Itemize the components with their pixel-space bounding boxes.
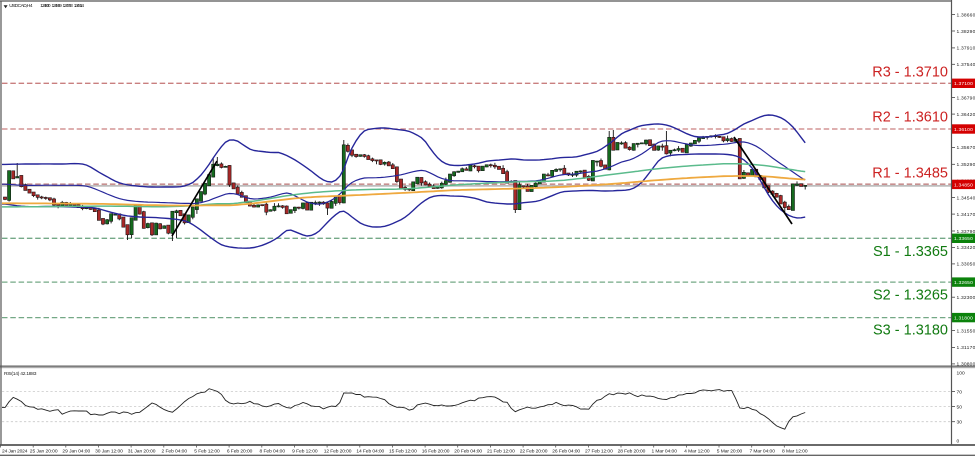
svg-text:4 Mar 12:00: 4 Mar 12:00 xyxy=(684,448,710,454)
svg-text:8 Mar 12:00: 8 Mar 12:00 xyxy=(782,448,808,454)
svg-text:7 Mar 04:00: 7 Mar 04:00 xyxy=(749,448,775,454)
svg-text:21 Feb 12:00: 21 Feb 12:00 xyxy=(487,448,515,454)
svg-text:1 Mar 04:00: 1 Mar 04:00 xyxy=(651,448,677,454)
svg-text:0: 0 xyxy=(957,438,960,444)
svg-text:S1 - 1.3365: S1 - 1.3365 xyxy=(873,244,948,260)
svg-text:1.38660: 1.38660 xyxy=(957,12,975,18)
svg-text:27 Feb 12:00: 27 Feb 12:00 xyxy=(585,448,613,454)
svg-text:1.32650: 1.32650 xyxy=(954,280,973,286)
svg-text:R3 - 1.3710: R3 - 1.3710 xyxy=(872,65,948,81)
svg-text:1.34170: 1.34170 xyxy=(957,212,975,218)
svg-text:R1 - 1.3485: R1 - 1.3485 xyxy=(872,166,948,182)
svg-text:S3 - 1.3180: S3 - 1.3180 xyxy=(873,323,948,339)
svg-text:50: 50 xyxy=(957,404,963,410)
svg-text:5 Mar 20:00: 5 Mar 20:00 xyxy=(717,448,743,454)
svg-text:31 Jan 20:00: 31 Jan 20:00 xyxy=(128,448,156,454)
svg-text:1.36100: 1.36100 xyxy=(954,127,973,133)
svg-text:1.33650: 1.33650 xyxy=(954,236,973,242)
svg-text:1.35670: 1.35670 xyxy=(957,145,975,151)
svg-text:1.31170: 1.31170 xyxy=(957,345,975,351)
svg-text:22 Feb 20:00: 22 Feb 20:00 xyxy=(520,448,548,454)
svg-text:70: 70 xyxy=(957,389,963,395)
svg-text:26 Feb 04:00: 26 Feb 04:00 xyxy=(552,448,580,454)
svg-text:30 Jan 12:00: 30 Jan 12:00 xyxy=(95,448,123,454)
svg-text:1.31800: 1.31800 xyxy=(954,316,973,322)
svg-text:30: 30 xyxy=(957,420,963,426)
svg-text:USDCAD,H4: USDCAD,H4 xyxy=(9,3,33,9)
svg-text:R2 - 1.3610: R2 - 1.3610 xyxy=(872,110,948,126)
svg-text:20 Feb 04:00: 20 Feb 04:00 xyxy=(454,448,482,454)
svg-text:28 Feb 20:00: 28 Feb 20:00 xyxy=(618,448,646,454)
svg-text:1.30800: 1.30800 xyxy=(957,362,975,368)
svg-text:1.34800: 1.34800 xyxy=(40,3,51,9)
svg-text:1.34814: 1.34814 xyxy=(74,3,85,9)
svg-text:1.38290: 1.38290 xyxy=(957,29,975,35)
svg-text:25 Jan 20:00: 25 Jan 20:00 xyxy=(30,448,58,454)
svg-text:2 Feb 04:00: 2 Feb 04:00 xyxy=(162,448,188,454)
svg-text:14 Feb 04:00: 14 Feb 04:00 xyxy=(356,448,384,454)
svg-text:1.37100: 1.37100 xyxy=(954,81,973,87)
svg-text:24 Jan 2024: 24 Jan 2024 xyxy=(2,448,28,454)
svg-text:1.35290: 1.35290 xyxy=(957,162,975,168)
svg-text:1.34869: 1.34869 xyxy=(52,3,63,9)
svg-text:1.34793: 1.34793 xyxy=(63,3,74,9)
svg-text:16 Feb 20:00: 16 Feb 20:00 xyxy=(422,448,450,454)
svg-text:RSI(14) 42.1883: RSI(14) 42.1883 xyxy=(4,371,37,377)
svg-text:6 Feb 20:00: 6 Feb 20:00 xyxy=(227,448,253,454)
svg-text:1.36420: 1.36420 xyxy=(957,112,975,118)
svg-text:1.31550: 1.31550 xyxy=(957,328,975,334)
svg-text:8 Feb 04:00: 8 Feb 04:00 xyxy=(260,448,286,454)
svg-text:9 Feb 12:00: 9 Feb 12:00 xyxy=(292,448,318,454)
svg-text:1.33420: 1.33420 xyxy=(957,245,975,251)
svg-text:12 Feb 20:00: 12 Feb 20:00 xyxy=(324,448,352,454)
svg-text:15 Feb 12:00: 15 Feb 12:00 xyxy=(389,448,417,454)
svg-text:100: 100 xyxy=(957,370,965,376)
svg-text:S2 - 1.3265: S2 - 1.3265 xyxy=(873,288,948,304)
svg-text:29 Jan 04:00: 29 Jan 04:00 xyxy=(62,448,90,454)
svg-text:5 Feb 12:00: 5 Feb 12:00 xyxy=(194,448,220,454)
svg-text:1.34850: 1.34850 xyxy=(954,182,973,188)
svg-text:1.33050: 1.33050 xyxy=(957,262,975,268)
svg-text:1.34540: 1.34540 xyxy=(957,195,975,201)
svg-text:1.37540: 1.37540 xyxy=(957,62,975,68)
svg-text:1.32300: 1.32300 xyxy=(957,295,975,301)
svg-text:1.33790: 1.33790 xyxy=(957,229,975,235)
svg-text:1.37910: 1.37910 xyxy=(957,46,975,52)
svg-text:1.36790: 1.36790 xyxy=(957,95,975,101)
